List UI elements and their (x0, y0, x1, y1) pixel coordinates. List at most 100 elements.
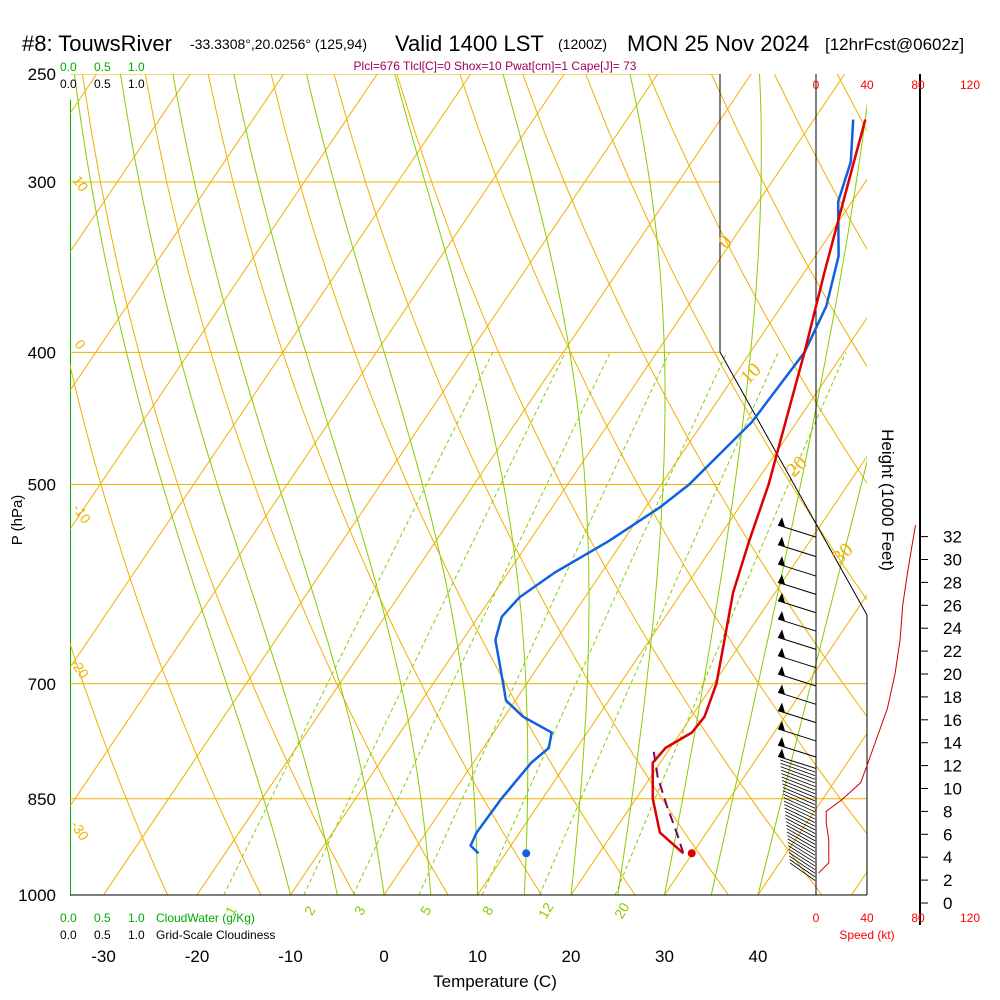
isotherm-label-left-m10: -10 (70, 501, 95, 527)
wind-barb-low (782, 786, 816, 802)
station-title: #8: TouwsRiver (22, 31, 172, 56)
wind-barb-flag (778, 647, 785, 658)
isotherm-label-right-0: 0 (714, 231, 737, 254)
moist-adiabat (394, 74, 529, 895)
moist-adiabat (664, 74, 762, 895)
height-tick-32: 32 (943, 528, 962, 547)
dry-adiabat (710, 74, 867, 368)
moist-adiabat (757, 459, 867, 895)
wind-barb-flag (778, 592, 785, 603)
wind-barb-staff (777, 728, 817, 742)
isotherm-label-left-m20: -20 (68, 656, 93, 682)
isotherm-line (477, 317, 867, 895)
wind-barb-low (788, 845, 816, 863)
height-tick-14: 14 (943, 734, 962, 753)
wind-barb-staff (777, 691, 817, 705)
isotherm-line (664, 594, 867, 895)
wind-barb-low (786, 828, 816, 845)
wind-barb (777, 684, 817, 705)
wind-barb (777, 629, 817, 650)
moist-adiabat (172, 74, 385, 895)
speed-top-tick-120: 120 (960, 78, 980, 92)
wind-barb-low (783, 793, 816, 809)
dry-adiabat (144, 74, 449, 895)
wind-barb-low (787, 841, 816, 860)
temperature-tick-10: 10 (468, 947, 487, 966)
isotherm-line (70, 74, 472, 669)
cloud-scale-bottom-black-2: 1.0 (128, 928, 145, 942)
wind-barb-low (785, 817, 816, 834)
wind-barb-low (781, 773, 816, 787)
cloud-scale-bottom-green-1: 0.5 (94, 911, 111, 925)
wind-barb-staff (777, 544, 817, 558)
temperature-tick--30: -30 (91, 947, 116, 966)
wind-barb-staff (777, 600, 817, 614)
temperature-tick-0: 0 (379, 947, 388, 966)
wind-barb (777, 536, 817, 558)
isotherm-line (290, 74, 846, 895)
wind-barb (777, 647, 817, 669)
speed-bottom-tick-40: 40 (860, 911, 874, 925)
temperature-tick--10: -10 (278, 947, 303, 966)
wind-barb-low (786, 824, 816, 842)
wind-barb-low (781, 776, 816, 791)
wind-barb-flag (778, 748, 785, 759)
moist-adiabat (710, 102, 867, 895)
isotherm-label-left-0: 0 (72, 337, 90, 353)
height-tick-28: 28 (943, 573, 962, 592)
cloud-scale-top-black-0: 0.0 (60, 77, 77, 91)
speed-axis-label: Speed (kt) (839, 928, 894, 942)
cloud-scale-top-black-1: 0.5 (94, 77, 111, 91)
station-coords: -33.3308°,20.0256° (125,94) (190, 36, 367, 52)
wind-barb-staff (777, 655, 817, 669)
cloudiness-label: Grid-Scale Cloudiness (156, 928, 275, 942)
dry-adiabat (648, 74, 867, 485)
wind-barb-staff (777, 744, 817, 758)
wind-barb-staff (777, 524, 817, 538)
mixing-ratio-label-2: 2 (301, 903, 319, 918)
wind-speed-profile (818, 525, 916, 874)
speed-bottom-tick-0: 0 (813, 911, 820, 925)
wind-barb (777, 556, 817, 577)
wind-barb (777, 574, 817, 595)
height-tick-16: 16 (943, 711, 962, 730)
isotherm-label-right-30: 30 (828, 539, 858, 569)
isotherm-line (196, 74, 752, 895)
wind-barb-flag (778, 666, 785, 676)
wind-barb-low (789, 862, 816, 881)
wind-barb-low (780, 762, 816, 777)
mixing-ratio-line-8 (481, 352, 728, 895)
speed-top-tick-80: 80 (911, 78, 925, 92)
wind-barb (777, 517, 817, 538)
cloud-scale-top-green-1: 0.5 (94, 60, 111, 74)
mixing-ratio-label-5: 5 (417, 903, 435, 918)
cloudwater-label: CloudWater (g/Kg) (156, 911, 255, 925)
moist-adiabat (617, 74, 666, 895)
cloud-scale-top-green-0: 0.0 (60, 60, 77, 74)
height-tick-20: 20 (943, 665, 962, 684)
wind-barb-staff (777, 710, 817, 724)
dry-adiabat (963, 74, 1000, 895)
speed-top-tick-0: 0 (813, 78, 820, 92)
pressure-tick-500: 500 (28, 476, 56, 495)
wind-barb-low (784, 804, 816, 820)
wind-barb-flag (778, 517, 785, 528)
wind-barb-low (787, 838, 816, 856)
cloud-scale-top-green-2: 1.0 (128, 60, 145, 74)
mixing-ratio-label-20: 20 (611, 900, 633, 922)
wind-barb-low (781, 780, 816, 795)
wind-barb-flag (778, 611, 785, 622)
wind-barb-low (782, 783, 816, 798)
temperature-tick-20: 20 (562, 947, 581, 966)
profiles (469, 119, 916, 881)
wind-barb-flag (778, 556, 785, 567)
mixing-ratio-line-12 (539, 352, 779, 895)
dry-adiabat (459, 74, 867, 835)
wind-barb (777, 748, 817, 769)
temperature-tick--20: -20 (185, 947, 210, 966)
utc-time: (1200Z) (558, 36, 607, 52)
wind-barb-staff (777, 563, 817, 577)
temperature-tick-30: 30 (655, 947, 674, 966)
dry-adiabat (396, 74, 823, 895)
